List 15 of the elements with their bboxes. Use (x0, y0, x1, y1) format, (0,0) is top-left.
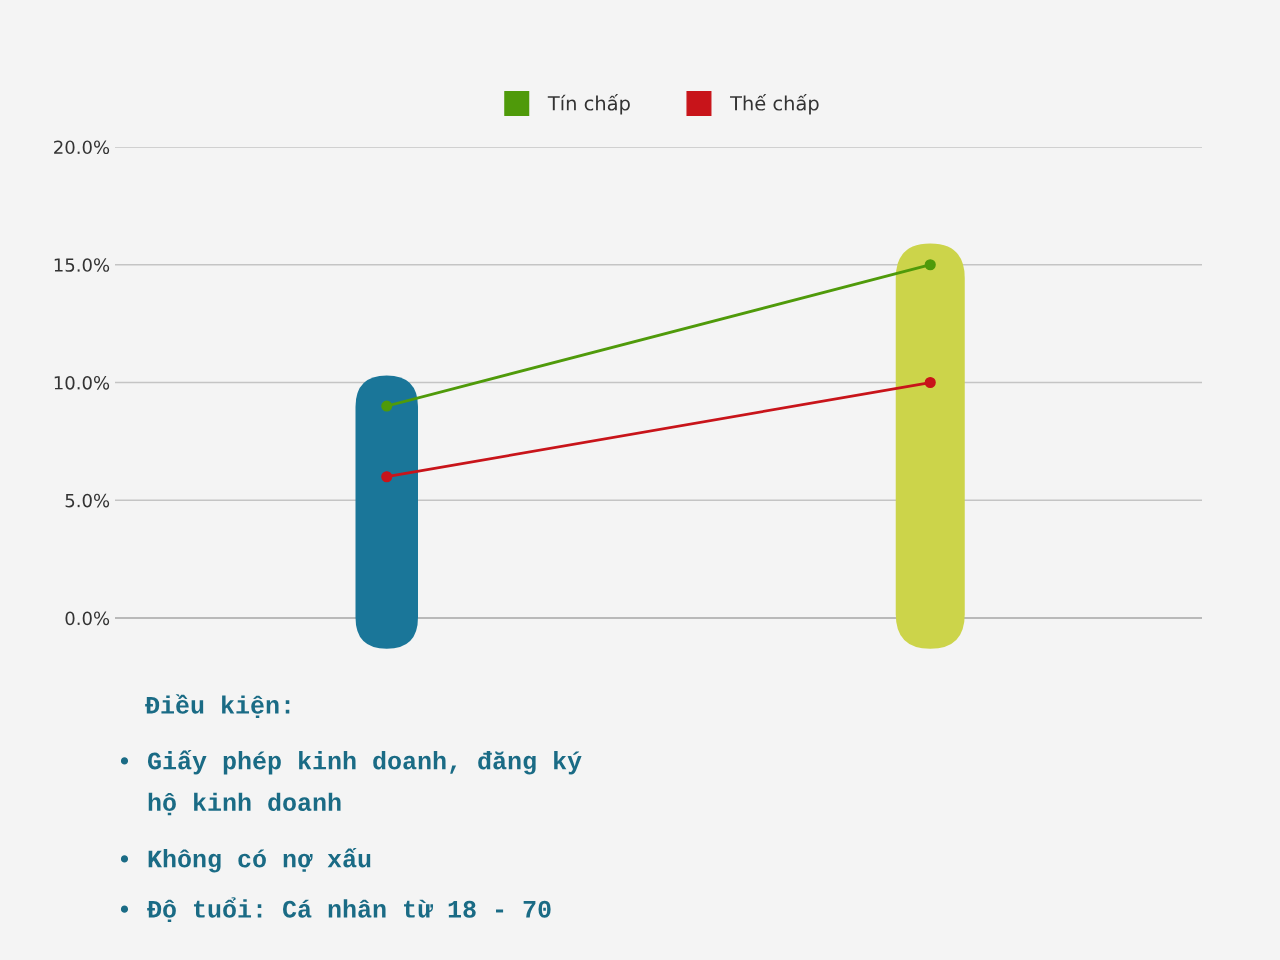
legend-label: Thế chấp (730, 93, 819, 115)
y-tick-label: 10.0% (54, 375, 110, 390)
point (924, 376, 936, 389)
legend-label: Tín chấp (547, 93, 630, 115)
y-tick-label: 0.0% (65, 611, 110, 626)
y-tick-label: 15.0% (54, 258, 110, 272)
y-tick-label: 20.0% (54, 140, 110, 155)
point (381, 400, 393, 412)
text: • Độ tuổi: Cá nhân từ 18 - 70 (120, 897, 551, 922)
y-tick-label: 5.0% (65, 493, 110, 508)
text: Điều kiện: (145, 694, 290, 718)
point (924, 259, 936, 271)
text: • Giấy phép kinh doanh, đăng ký hộ kinh doanh (120, 750, 582, 816)
text: • Không có nợ xấu (120, 848, 371, 873)
point (381, 471, 393, 483)
